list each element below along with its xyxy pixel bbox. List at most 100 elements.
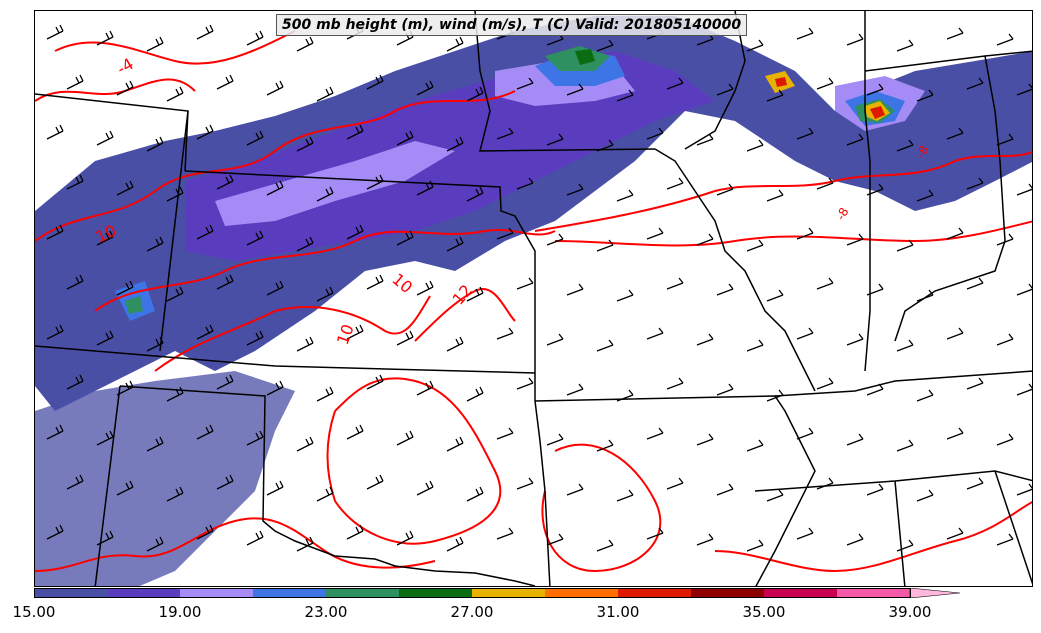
wind-barb-icon: [466, 186, 484, 202]
contour-label: 10: [333, 322, 358, 348]
wind-barb-icon: [446, 236, 464, 252]
wind-barb-icon: [816, 77, 834, 90]
wind-barb-icon: [916, 389, 934, 402]
wind-barb-icon: [816, 277, 834, 290]
wind-barb-icon: [366, 274, 384, 290]
wind-barb-icon: [896, 39, 914, 52]
wind-barb-icon: [166, 286, 184, 302]
wind-barb-icon: [366, 74, 384, 90]
wind-barb-icon: [616, 89, 634, 102]
wind-barb-icon: [916, 289, 934, 302]
wind-barb-icon: [146, 536, 164, 552]
wind-barb-icon: [946, 327, 964, 340]
wind-barb-icon: [66, 174, 84, 190]
wind-barb-icon: [116, 380, 134, 396]
wind-barb-icon: [666, 377, 684, 390]
wind-barb-icon: [396, 330, 414, 346]
wind-barb-icon: [796, 527, 814, 540]
wind-barb-icon: [516, 77, 534, 90]
wind-barb-icon: [46, 224, 64, 240]
colorbar-segment: [107, 588, 180, 598]
wind-barb-icon: [946, 227, 964, 240]
wind-barb-icon: [266, 280, 284, 296]
colorbar-tick-label: 27.00: [450, 603, 494, 621]
wind-barb-icon: [446, 336, 464, 352]
map-panel: -4 10 10 10 12 -8 -8: [34, 10, 1033, 587]
wind-barb-icon: [66, 374, 84, 390]
wind-barb-icon: [416, 480, 434, 496]
map-title: 500 mb height (m), wind (m/s), T (C) Val…: [276, 14, 748, 36]
wind-barb-icon: [446, 136, 464, 152]
wind-barb-icon: [446, 436, 464, 452]
wind-barb-icon: [946, 127, 964, 140]
wind-barb-icon: [166, 186, 184, 202]
wind-barb-icon: [316, 86, 334, 102]
wind-barb-icon: [196, 124, 214, 140]
wind-barb-icon: [516, 477, 534, 490]
contour-label: 10: [388, 270, 416, 298]
wind-barb-icon: [866, 383, 884, 396]
wind-barb-icon: [766, 389, 784, 402]
wind-barb-icon: [296, 36, 314, 52]
wind-barb-icon: [966, 177, 984, 190]
wind-barb-icon: [1016, 483, 1032, 496]
wind-barb-icon: [296, 536, 314, 552]
wind-barb-icon: [46, 124, 64, 140]
colorbar-extend-arrow: [909, 588, 961, 598]
wind-barb-icon: [846, 133, 864, 146]
wind-barb-icon: [66, 74, 84, 90]
wind-barb-icon: [566, 283, 584, 296]
wind-barb-icon: [496, 527, 514, 540]
wind-barb-icon: [946, 527, 964, 540]
wind-barb-icon: [796, 327, 814, 340]
wind-barb-icon: [396, 130, 414, 146]
wind-barb-icon: [1016, 183, 1032, 196]
wind-barb-icon: [446, 36, 464, 52]
wind-barb-icon: [396, 430, 414, 446]
wind-barb-icon: [1016, 383, 1032, 396]
colorbar-segment: [618, 588, 691, 598]
wind-barb-icon: [716, 383, 734, 396]
wind-barb-icon: [316, 286, 334, 302]
colorbar-segment: [180, 588, 253, 598]
wind-barb-icon: [146, 236, 164, 252]
wind-barb-icon: [266, 480, 284, 496]
colorbar-segment: [837, 588, 910, 598]
contour-label: -8: [833, 205, 851, 222]
wind-barb-icon: [1016, 283, 1032, 296]
wind-barb-icon: [666, 277, 684, 290]
wind-barb-icon: [96, 230, 114, 246]
wind-barb-icon: [616, 289, 634, 302]
wind-barb-icon: [146, 36, 164, 52]
wind-barb-icon: [296, 136, 314, 152]
wind-barb-icon: [916, 489, 934, 502]
wind-barb-icon: [816, 477, 834, 490]
wind-barb-icon: [946, 27, 964, 40]
wind-barb-icon: [746, 39, 764, 52]
wind-barb-icon: [166, 486, 184, 502]
colorbar-outline: [34, 588, 911, 598]
wind-barb-icon: [646, 427, 664, 440]
wind-barb-icon: [966, 477, 984, 490]
wind-barb-icon: [1016, 83, 1032, 96]
wind-barb-icon: [446, 536, 464, 552]
wind-barb-icon: [746, 139, 764, 152]
colorbar-tick-label: 31.00: [596, 603, 640, 621]
wind-barb-icon: [66, 474, 84, 490]
wind-barb-icon: [46, 424, 64, 440]
contour-label: 12: [449, 281, 477, 309]
wind-barb-icon: [346, 124, 364, 140]
wind-barb-icon: [796, 227, 814, 240]
wind-barb-icon: [946, 427, 964, 440]
wind-barb-icon: [266, 180, 284, 196]
wind-barb-icon: [366, 474, 384, 490]
wind-barb-icon: [546, 333, 564, 346]
wind-barb-icon: [346, 324, 364, 340]
wind-barb-icon: [966, 77, 984, 90]
wind-barb-icon: [116, 280, 134, 296]
wind-barb-icon: [746, 539, 764, 552]
wind-barb-icon: [816, 177, 834, 190]
wind-barb-icon: [466, 386, 484, 402]
wind-barb-icon: [766, 489, 784, 502]
wind-barb-icon: [866, 183, 884, 196]
